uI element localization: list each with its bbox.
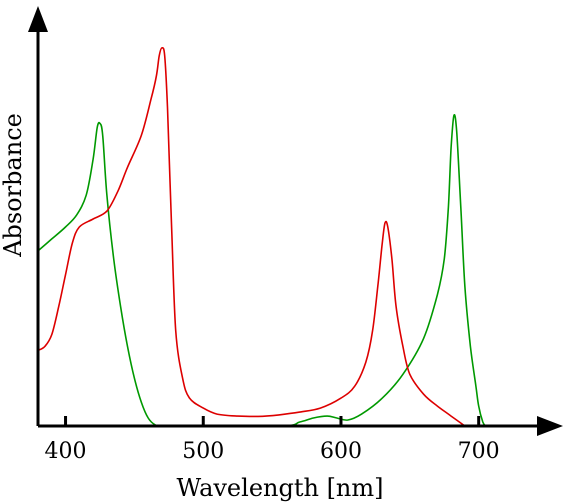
series-line-1 <box>37 113 487 428</box>
series-line-2 <box>37 46 466 427</box>
y-axis-arrow <box>28 6 48 32</box>
y-axis-label: Absorbance <box>0 113 27 258</box>
series-layer <box>37 46 487 428</box>
x-tick-label: 700 <box>458 439 500 464</box>
x-tick-label: 600 <box>320 439 362 464</box>
x-tick-layer: 400 500 600 700 <box>45 416 500 464</box>
x-tick-label: 400 <box>45 439 87 464</box>
x-axis-arrow <box>537 416 563 436</box>
x-tick-label: 500 <box>182 439 224 464</box>
x-axis-label: Wavelength [nm] <box>176 474 383 502</box>
